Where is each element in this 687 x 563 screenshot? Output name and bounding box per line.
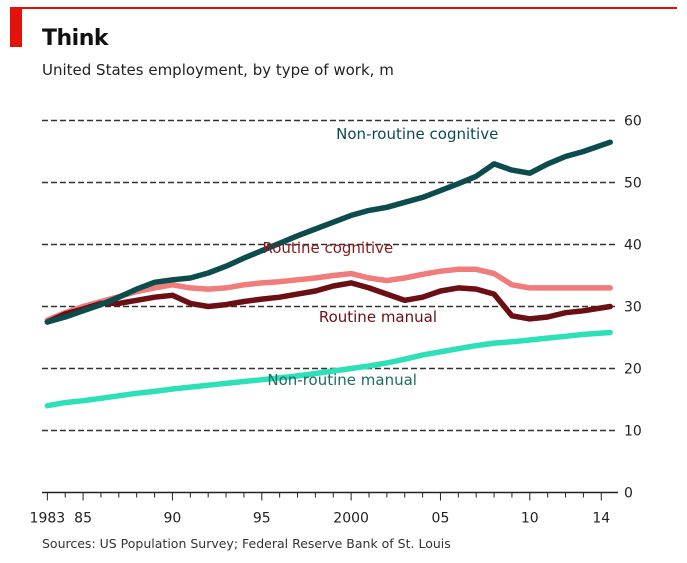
x-tick-label-90: 90 xyxy=(164,511,182,527)
y-tick-label-10: 10 xyxy=(624,424,642,440)
y-tick-label-30: 30 xyxy=(624,300,642,316)
series-line-non-routine-cognitive xyxy=(44,139,613,325)
x-tick-label-2000: 2000 xyxy=(333,511,369,527)
y-tick-label-20: 20 xyxy=(624,362,642,378)
y-tick-label-0: 0 xyxy=(624,486,633,502)
y-tick-label-50: 50 xyxy=(624,176,642,192)
series-label-routine-cognitive: Routine cognitive xyxy=(263,239,394,257)
series-label-non-routine-cognitive: Non-routine cognitive xyxy=(336,125,498,143)
chart-title: Think xyxy=(42,26,109,51)
series-line-routine-manual xyxy=(44,280,613,325)
series-label-non-routine-manual: Non-routine manual xyxy=(267,371,417,389)
y-tick-label-60: 60 xyxy=(624,114,642,130)
x-tick-label-05: 05 xyxy=(432,511,450,527)
series-line-non-routine-manual xyxy=(44,329,613,409)
x-tick-label-1983: 1983 xyxy=(30,511,66,527)
x-tick-label-14: 14 xyxy=(592,511,610,527)
brand-tab xyxy=(10,7,22,47)
series-line-routine-cognitive xyxy=(44,266,613,323)
source-note: Sources: US Population Survey; Federal R… xyxy=(42,536,451,551)
y-tick-label-40: 40 xyxy=(624,238,642,254)
x-tick-label-95: 95 xyxy=(253,511,271,527)
top-rule xyxy=(10,7,677,9)
series-label-routine-manual: Routine manual xyxy=(319,308,437,326)
chart-subtitle: United States employment, by type of wor… xyxy=(42,61,394,79)
x-tick-label-10: 10 xyxy=(521,511,539,527)
x-tick-label-85: 85 xyxy=(74,511,92,527)
